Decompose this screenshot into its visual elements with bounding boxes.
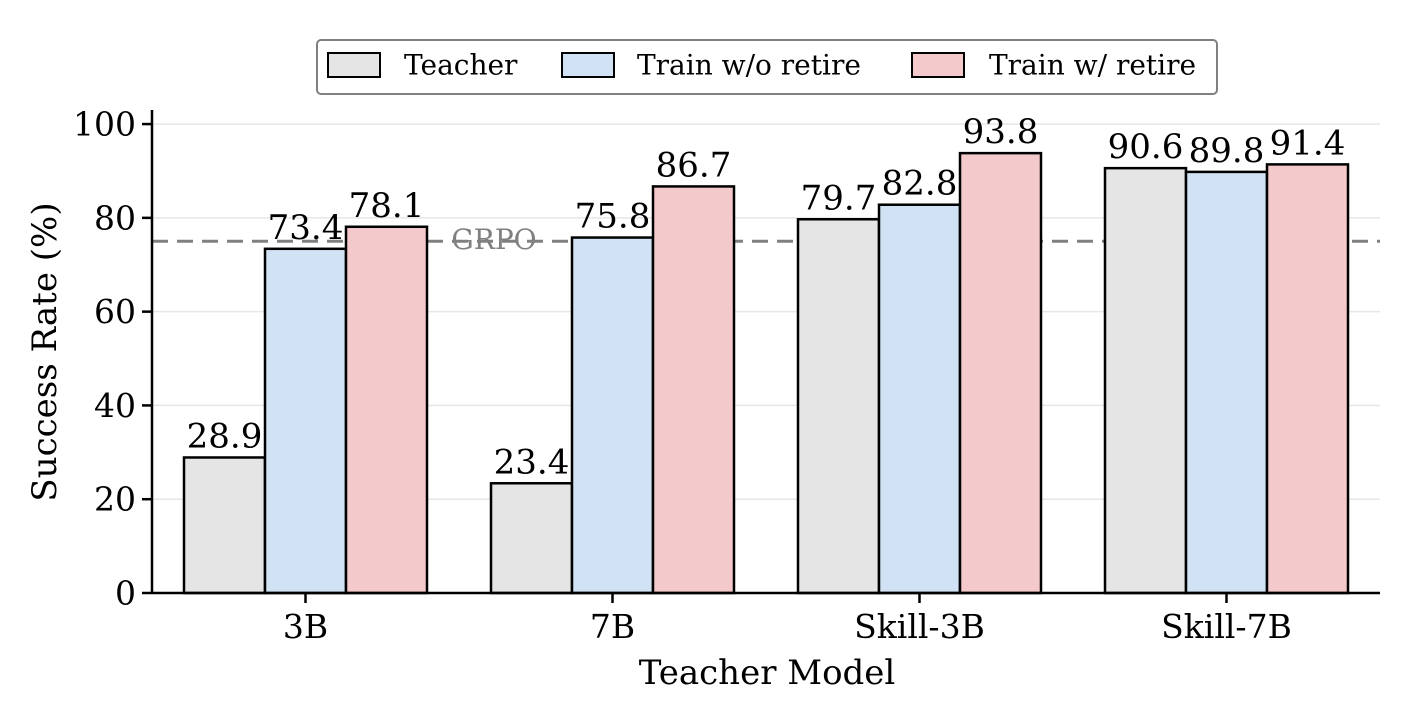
bar-value-label: 90.6 bbox=[1108, 127, 1184, 167]
bar bbox=[570, 236, 655, 595]
bar bbox=[344, 225, 429, 595]
y-ticks: 0 20 40 60 80 100 bbox=[73, 105, 152, 613]
x-tick-label: 3B bbox=[283, 607, 328, 646]
y-tick-label: 20 bbox=[94, 480, 136, 519]
y-tick-label: 60 bbox=[94, 292, 136, 331]
y-tick-label: 0 bbox=[115, 574, 136, 613]
bar bbox=[877, 203, 962, 595]
bar-value-label: 82.8 bbox=[882, 164, 958, 204]
bar bbox=[489, 482, 574, 595]
bars: 28.9 73.478.1 23.4 75.886.7 79.7 82.893.8 90.6… bbox=[182, 112, 1350, 595]
legend-swatch bbox=[561, 52, 615, 78]
legend-label: Train w/o retire bbox=[637, 49, 861, 82]
bar-value-label: 79.7 bbox=[801, 178, 877, 218]
bar-value-label: 91.4 bbox=[1270, 123, 1346, 163]
bar-value-label: 89.8 bbox=[1189, 131, 1265, 171]
grpo-reference-label: GRPO bbox=[451, 223, 536, 256]
bar bbox=[651, 185, 736, 595]
legend-swatch bbox=[327, 52, 381, 78]
legend-label: Train w/ retire bbox=[989, 49, 1196, 82]
y-tick-label: 40 bbox=[94, 386, 136, 425]
bar-value-label: 78.1 bbox=[349, 186, 425, 226]
bar bbox=[796, 218, 881, 595]
bar bbox=[182, 456, 267, 595]
legend-frame bbox=[316, 39, 1218, 95]
bar-value-label: 28.9 bbox=[187, 416, 263, 456]
legend-label: Teacher bbox=[404, 49, 518, 82]
x-axis-title: Teacher Model bbox=[639, 653, 896, 693]
bar bbox=[263, 247, 348, 595]
y-tick-label: 100 bbox=[73, 105, 136, 144]
bar-value-label: 86.7 bbox=[656, 145, 732, 185]
bar-value-label: 23.4 bbox=[494, 442, 570, 482]
bar bbox=[1103, 166, 1188, 595]
x-ticks: 3B 7B Skill-3B Skill-7B bbox=[283, 593, 1292, 646]
y-tick-label: 80 bbox=[94, 198, 136, 237]
x-tick-label: Skill-3B bbox=[854, 607, 985, 646]
legend-swatch bbox=[911, 52, 965, 78]
bar bbox=[1265, 163, 1350, 595]
legend: Teacher Train w/o retire Train w/ retire bbox=[316, 39, 1218, 95]
bar-value-label: 93.8 bbox=[963, 112, 1039, 152]
bar bbox=[958, 151, 1043, 595]
y-axis-title: Success Rate (%) bbox=[25, 202, 65, 501]
x-tick-label: Skill-7B bbox=[1161, 607, 1292, 646]
x-tick-label: 7B bbox=[590, 607, 635, 646]
bar bbox=[1184, 170, 1269, 595]
bar-value-label: 73.4 bbox=[268, 208, 344, 248]
axes bbox=[150, 110, 1380, 595]
bar-value-label: 75.8 bbox=[575, 197, 651, 237]
